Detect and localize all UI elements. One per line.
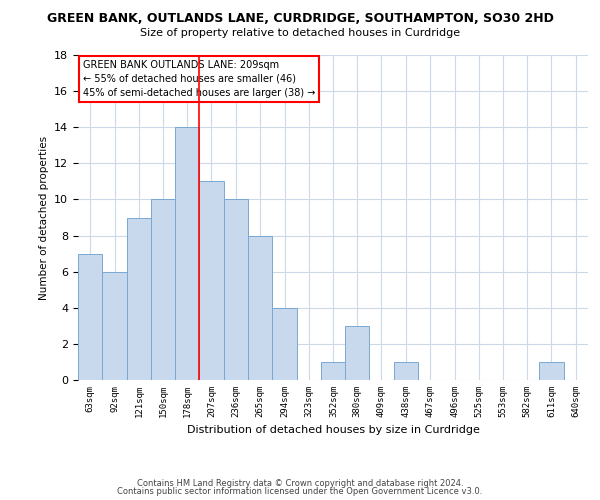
Bar — [199, 182, 224, 380]
Bar — [103, 272, 127, 380]
Bar — [78, 254, 103, 380]
Bar — [248, 236, 272, 380]
Bar — [394, 362, 418, 380]
Y-axis label: Number of detached properties: Number of detached properties — [38, 136, 49, 300]
Bar — [321, 362, 346, 380]
Bar — [272, 308, 297, 380]
Text: Contains public sector information licensed under the Open Government Licence v3: Contains public sector information licen… — [118, 487, 482, 496]
Text: Contains HM Land Registry data © Crown copyright and database right 2024.: Contains HM Land Registry data © Crown c… — [137, 478, 463, 488]
X-axis label: Distribution of detached houses by size in Curdridge: Distribution of detached houses by size … — [187, 426, 479, 436]
Bar — [345, 326, 369, 380]
Bar — [539, 362, 563, 380]
Text: Size of property relative to detached houses in Curdridge: Size of property relative to detached ho… — [140, 28, 460, 38]
Bar — [175, 127, 199, 380]
Bar — [127, 218, 151, 380]
Bar — [224, 200, 248, 380]
Text: GREEN BANK, OUTLANDS LANE, CURDRIDGE, SOUTHAMPTON, SO30 2HD: GREEN BANK, OUTLANDS LANE, CURDRIDGE, SO… — [47, 12, 553, 26]
Bar — [151, 200, 176, 380]
Text: GREEN BANK OUTLANDS LANE: 209sqm
← 55% of detached houses are smaller (46)
45% o: GREEN BANK OUTLANDS LANE: 209sqm ← 55% o… — [83, 60, 316, 98]
